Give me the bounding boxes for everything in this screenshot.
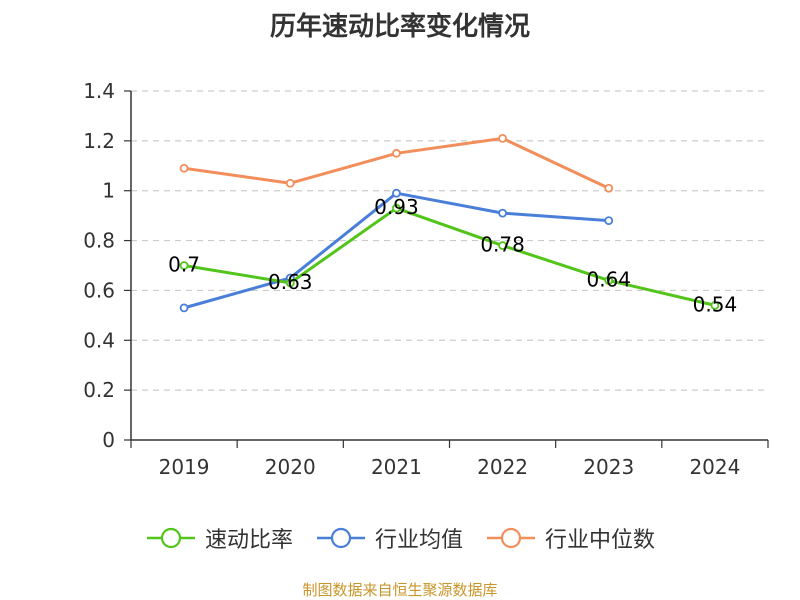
data-label: 0.7 (168, 253, 200, 277)
data-point (179, 303, 189, 313)
data-label: 0.64 (586, 267, 631, 291)
legend-line-marker-icon (146, 527, 195, 549)
data-label: 0.54 (693, 292, 738, 316)
x-tick-label: 2023 (583, 455, 634, 479)
data-point (710, 300, 720, 310)
x-tick-label: 2022 (477, 455, 528, 479)
y-tick-label: 0.2 (83, 378, 115, 402)
y-tick-label: 0.6 (83, 278, 115, 302)
data-point (498, 241, 507, 250)
y-tick-label: 1.2 (83, 129, 115, 153)
data-label: 0.78 (480, 233, 525, 257)
x-tick-label: 2019 (159, 455, 210, 479)
y-tick-label: 0.8 (83, 229, 115, 253)
data-point (392, 188, 401, 198)
series-line (183, 136, 610, 190)
data-point (604, 183, 614, 193)
data-label: 0.93 (374, 195, 419, 219)
data-point (392, 148, 401, 158)
series-lines (179, 133, 720, 313)
chart-title: 历年速动比率变化情况 (269, 12, 530, 42)
y-tick-label: 0 (102, 428, 115, 452)
axes: 0 0.2 0.4 0.6 0.8 1 1.2 1.4 2019 2020 2021 2022 2023… (83, 79, 769, 479)
gridlines (131, 90, 768, 391)
legend-item[interactable]: 行业均值 (315, 522, 463, 554)
legend-item[interactable]: 行业中位数 (485, 522, 655, 554)
y-tick-label: 0.4 (83, 328, 115, 352)
data-point (179, 163, 189, 173)
legend-label: 行业均值 (374, 528, 463, 553)
data-point (285, 178, 295, 188)
x-tick-label: 2021 (371, 455, 422, 479)
series-line (183, 206, 716, 307)
data-labels: 0.7 0.63 0.93 0.78 0.64 0.54 (168, 195, 737, 316)
data-point (285, 278, 295, 288)
y-tick-label: 1.4 (83, 79, 115, 103)
source-note: 制图数据来自恒生聚源数据库 (302, 581, 498, 599)
data-point (498, 208, 507, 218)
data-point (604, 276, 614, 285)
legend-label: 行业中位数 (545, 528, 656, 553)
x-tick-label: 2020 (265, 455, 316, 479)
legend-item[interactable]: 速动比率 (145, 522, 293, 554)
y-tick-label: 1 (102, 179, 115, 203)
data-point (392, 203, 401, 213)
legend-line-marker-icon (316, 527, 365, 549)
legend-line-marker-icon (487, 527, 535, 549)
data-label: 0.63 (268, 270, 313, 294)
data-point (179, 261, 189, 270)
data-point (498, 133, 507, 143)
legend: 速动比率 行业均值 行业中位数 (0, 520, 800, 556)
x-tick-label: 2024 (689, 455, 740, 479)
legend-label: 速动比率 (204, 528, 293, 553)
data-point (604, 216, 614, 226)
